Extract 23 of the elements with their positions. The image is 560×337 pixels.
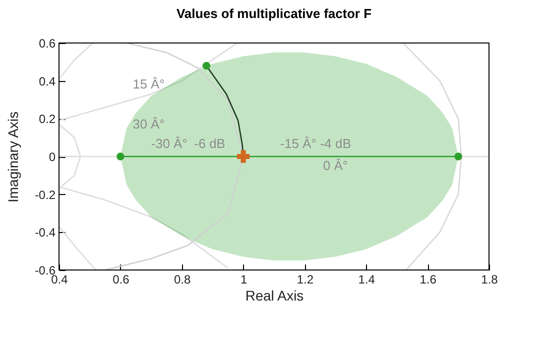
- y-axis-title: Imaginary Axis: [4, 111, 21, 203]
- annotation: 0 Â°: [323, 158, 348, 173]
- y-tick-label: 0.4: [38, 74, 56, 88]
- x-tick-label: 1.4: [358, 272, 376, 286]
- annotation: -15 Â°: [280, 136, 316, 152]
- annotation: 30 Â°: [132, 116, 165, 132]
- x-axis-title: Real Axis: [245, 288, 304, 304]
- x-tick-label: 1.8: [481, 272, 498, 286]
- annotation: -4 dB: [320, 136, 352, 152]
- y-tick-label: -0.4: [34, 226, 56, 240]
- y-tick-label: -0.2: [34, 188, 56, 202]
- y-tick-label: 0.6: [38, 36, 56, 50]
- x-tick-label: 0.6: [112, 272, 130, 286]
- y-tick-label: 0.2: [38, 112, 56, 126]
- chart-title: Values of multiplicative factor F: [176, 6, 372, 21]
- annotation: 15 Â°: [132, 76, 165, 92]
- x-tick-label: 0.8: [174, 272, 192, 286]
- y-tick-label: 0: [48, 150, 56, 164]
- annotation: -6 dB: [194, 136, 226, 152]
- x-tick-label: 1: [240, 272, 248, 286]
- x-tick-label: 1.6: [420, 272, 437, 286]
- x-tick-label: 1.2: [296, 272, 314, 286]
- annotation: -30 Â°: [151, 136, 188, 152]
